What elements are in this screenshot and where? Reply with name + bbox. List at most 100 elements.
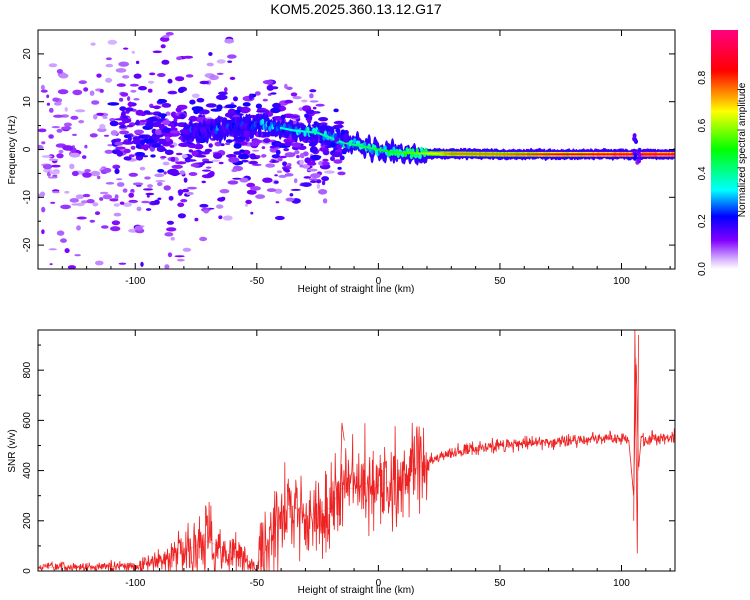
spectrogram-noise-blob xyxy=(97,127,107,133)
spectrogram-noise-blob xyxy=(48,63,58,68)
snr-y-label: SNR (v/v) xyxy=(7,429,18,472)
spectrogram-noise-blob xyxy=(152,50,162,54)
spectrogram-cluster-blob xyxy=(122,141,134,145)
spectrogram-noise-blob xyxy=(154,173,165,178)
spectrogram-noise-blob xyxy=(265,163,276,168)
spectrogram-cluster-blob xyxy=(150,105,162,109)
spectrogram-noise-blob xyxy=(128,192,134,198)
ridge-mid xyxy=(266,121,271,128)
spectrogram-cluster-blob xyxy=(143,138,155,144)
spectrogram-y-tick-label: 10 xyxy=(22,96,33,108)
spectrogram-noise-blob xyxy=(89,219,96,223)
spectrogram-noise-blob xyxy=(277,157,283,162)
spectrogram-cluster-blob xyxy=(333,159,343,164)
spectrogram-noise-blob xyxy=(186,191,194,196)
spectrogram-noise-blob xyxy=(175,76,185,82)
spectrogram-cluster-blob xyxy=(249,141,260,147)
spectrogram-cluster-blob xyxy=(284,141,292,147)
spectrogram-noise-blob xyxy=(262,142,271,145)
spectrogram-noise-blob xyxy=(94,211,101,216)
spectrogram-noise-blob xyxy=(167,78,173,84)
spectrogram-noise-blob xyxy=(224,87,228,93)
spectrogram-noise-blob xyxy=(201,180,206,184)
spectrogram-noise-blob xyxy=(50,164,61,168)
spectrogram-noise-blob xyxy=(157,197,162,201)
spectrogram-noise-blob xyxy=(140,261,144,267)
spectrogram-cluster-blob xyxy=(266,84,274,91)
spectrogram-noise-blob xyxy=(39,191,46,197)
snr-y-tick-label: 800 xyxy=(22,361,33,378)
spectrogram-noise-blob xyxy=(289,193,294,197)
spectrogram-noise-blob xyxy=(177,213,186,219)
snr-x-tick-label: 0 xyxy=(376,578,382,589)
spectrogram-noise-blob xyxy=(143,188,153,191)
spectrogram-noise-blob xyxy=(48,158,59,161)
spectrogram-y-tick-label: -20 xyxy=(22,237,33,252)
spectrogram-cluster-blob xyxy=(309,146,318,153)
spectrogram-noise-blob xyxy=(182,188,190,193)
spectrogram-noise-blob xyxy=(294,150,300,155)
spectrogram-noise-blob xyxy=(122,75,130,79)
spectrogram-cluster-blob xyxy=(162,120,170,126)
spectrogram-cluster-blob xyxy=(132,136,141,141)
ridge-mid xyxy=(370,148,374,155)
spectrogram-noise-blob xyxy=(244,203,249,207)
spectrogram-cluster-blob xyxy=(305,109,315,115)
spectrogram-noise-blob xyxy=(209,171,215,176)
spectrogram-noise-blob xyxy=(176,56,183,61)
spectrogram-noise-blob xyxy=(57,89,69,95)
spectrogram-noise-blob xyxy=(60,204,71,210)
spectrogram-cluster-blob xyxy=(275,149,281,155)
spectrogram-noise-blob xyxy=(165,32,174,36)
spectrogram-noise-blob xyxy=(52,191,60,194)
spectrogram-cluster-blob xyxy=(125,107,134,112)
snr-series-anchor xyxy=(38,357,675,568)
spectrogram-noise-blob xyxy=(227,180,239,185)
snr-x-tick-label: -50 xyxy=(250,578,265,589)
spectrogram-noise-blob xyxy=(145,208,152,211)
spectrogram-noise-blob xyxy=(120,92,129,97)
spectrogram-noise-blob xyxy=(157,73,166,77)
spectrogram-noise-blob xyxy=(154,199,160,205)
spectrogram-cluster-blob xyxy=(179,113,186,120)
spectrogram-noise-blob xyxy=(64,107,68,112)
spectrogram-noise-blob xyxy=(315,103,325,107)
spectrogram-noise-blob xyxy=(308,178,318,181)
spectrogram-noise-blob xyxy=(261,146,266,150)
spectrogram-noise-blob xyxy=(274,188,283,194)
spectrogram-cluster-blob xyxy=(138,134,149,139)
spectrogram-cluster-blob xyxy=(242,102,251,107)
spectrogram-noise-blob xyxy=(48,134,54,139)
spectrogram-noise-blob xyxy=(191,93,200,99)
spectrogram-cluster-blob xyxy=(271,154,280,159)
spectrogram-noise-blob xyxy=(316,183,321,189)
ridge-mid xyxy=(258,124,262,131)
spectrogram-disturbance-blob xyxy=(342,147,348,153)
spectrogram-noise-blob xyxy=(71,203,79,206)
snr-x-label: Height of straight line (km) xyxy=(298,585,415,596)
snr-y-tick-label: 0 xyxy=(22,568,33,574)
spectrogram-noise-blob xyxy=(199,80,210,85)
spectrogram-noise-blob xyxy=(70,115,79,120)
spectrogram-cluster-blob xyxy=(322,149,330,156)
spectrogram-noise-blob xyxy=(227,54,237,59)
spectrogram-noise-blob xyxy=(135,60,140,65)
spectrogram-cluster-blob xyxy=(123,156,132,161)
spectrogram-noise-blob xyxy=(321,180,326,186)
spectrogram-noise-blob xyxy=(286,163,290,166)
spectrogram-cluster-blob xyxy=(119,130,130,135)
spectrogram-cluster-blob xyxy=(248,93,253,100)
spectrogram-x-tick-label: -100 xyxy=(125,276,145,287)
spectrogram-cluster-blob xyxy=(225,104,237,109)
spectrogram-noise-blob xyxy=(216,59,226,64)
spectrogram-noise-blob xyxy=(301,164,311,169)
spectrogram-noise-blob xyxy=(78,80,88,85)
snr-spike xyxy=(633,330,639,554)
spectrogram-cluster-blob xyxy=(119,106,127,112)
spectrogram-disturbance-blob xyxy=(339,155,345,161)
spectrogram-noise-blob xyxy=(205,166,212,169)
spectrogram-noise-blob xyxy=(82,155,87,159)
spectrogram-disturbance-blob xyxy=(340,129,346,135)
spectrogram-y-tick-label: 20 xyxy=(22,48,33,60)
spectrogram-noise-blob xyxy=(49,171,60,175)
